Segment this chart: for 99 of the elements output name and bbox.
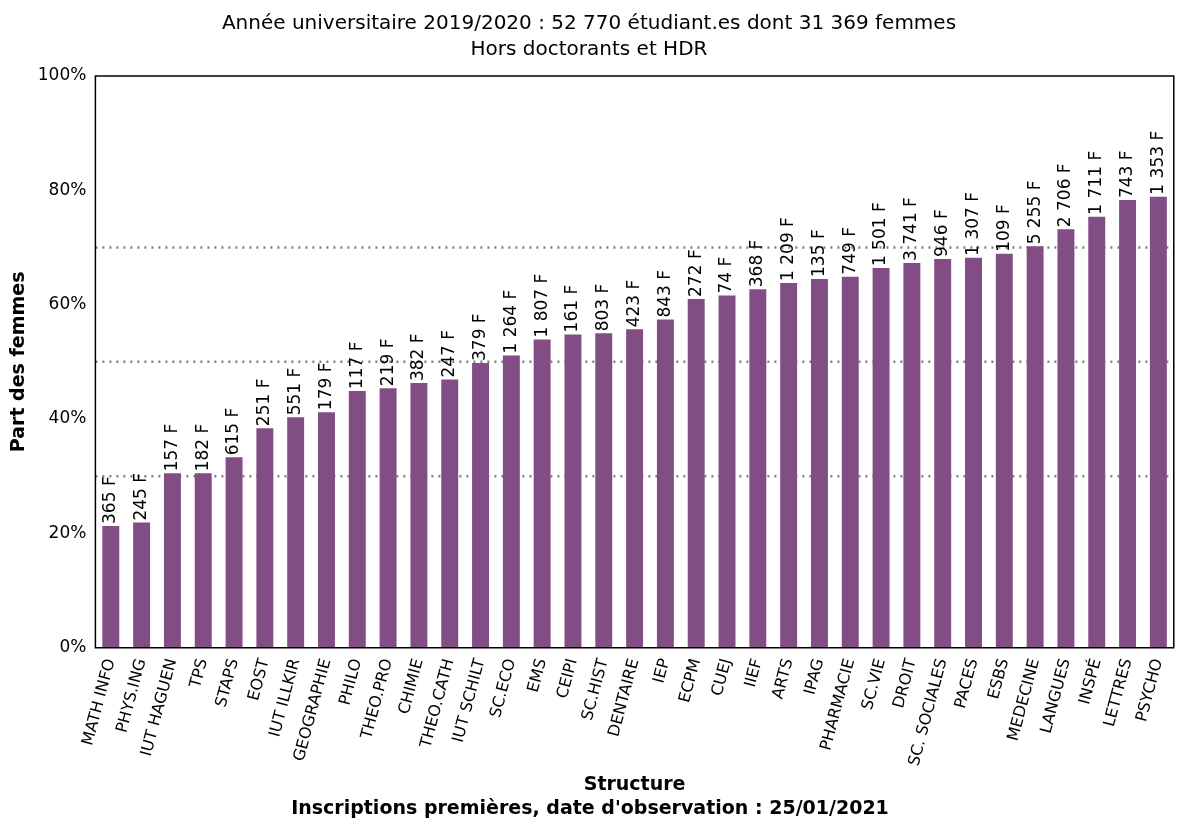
y-tick-label: 20%: [48, 521, 87, 542]
bar: [687, 298, 705, 648]
bar: [502, 355, 520, 648]
bar: [810, 278, 828, 648]
x-tick-label: EMS: [522, 656, 551, 695]
annotation: 749 F: [838, 227, 859, 275]
x-tick-label: DROIT: [888, 656, 920, 711]
bar: [379, 388, 397, 648]
bar: [472, 363, 490, 648]
annotation: 1 264 F: [499, 289, 520, 354]
bar: [718, 295, 736, 648]
annotation: 109 F: [992, 204, 1013, 252]
bar: [872, 268, 890, 648]
x-tick-label: PSYCHO: [1131, 656, 1167, 724]
bar: [287, 417, 305, 648]
x-tick-label: ESBS: [983, 656, 1013, 702]
x-tick-label: INSPÉ: [1074, 656, 1105, 707]
annotation: 117 F: [345, 341, 366, 390]
x-tick-label: IIEF: [739, 656, 766, 690]
annotation: 365 F: [99, 476, 120, 524]
annotation: 946 F: [931, 209, 952, 257]
bar: [1026, 246, 1044, 648]
annotation: 551 F: [284, 367, 305, 416]
bar: [595, 333, 613, 648]
x-tick-label: ECPM: [674, 656, 705, 705]
bar: [163, 473, 181, 648]
bar: [749, 289, 767, 648]
y-tick-label: 80%: [48, 178, 87, 199]
annotation: 179 F: [314, 362, 335, 411]
bar: [1088, 216, 1106, 648]
annotation: 1 501 F: [869, 202, 890, 267]
annotation: 1 711 F: [1085, 150, 1106, 215]
annotation: 423 F: [623, 279, 644, 328]
bar: [256, 428, 274, 648]
annotation: 1 209 F: [777, 217, 798, 281]
bar: [1119, 200, 1137, 648]
bar: [410, 383, 428, 648]
bar: [965, 257, 982, 648]
x-tick-label: CUEJ: [706, 656, 735, 698]
annotation: 379 F: [468, 313, 489, 361]
annotation: 803 F: [592, 283, 613, 332]
annotation: 3 741 F: [900, 197, 921, 261]
bar: [1057, 229, 1075, 648]
annotation: 1 807 F: [530, 273, 551, 338]
chart-title: Année universitaire 2019/2020 : 52 770 étudiant.es dont 31 369 femmes: [221, 10, 957, 35]
annotation: 1 353 F: [1146, 130, 1167, 195]
y-tick-label: 100%: [37, 64, 87, 85]
annotation: 615 F: [222, 407, 243, 456]
bar: [995, 253, 1013, 648]
x-tick-label: PHILO: [334, 656, 366, 708]
bar: [133, 522, 151, 648]
bar: [533, 339, 551, 648]
bar: [441, 379, 459, 648]
bar: [318, 412, 335, 648]
bar: [225, 457, 243, 648]
bar: [1149, 196, 1167, 648]
y-axis-title: Part des femmes: [6, 271, 29, 453]
bar: [656, 319, 674, 648]
bar: [194, 473, 212, 648]
annotation: 251 F: [253, 378, 274, 427]
annotation: 135 F: [807, 229, 828, 277]
bar: [841, 276, 859, 648]
annotation: 2 706 F: [1054, 163, 1075, 228]
y-tick-label: 0%: [59, 636, 87, 657]
x-tick-label: TPS: [184, 656, 212, 691]
x-tick-label: SC.ECO: [485, 656, 520, 720]
x-tick-label: ARTS: [767, 656, 797, 701]
x-tick-label: SC.VIE: [857, 656, 889, 712]
bar: [903, 262, 921, 648]
bar: [564, 334, 582, 648]
bar: [626, 329, 644, 648]
annotation: 843 F: [653, 269, 674, 318]
annotation: 219 F: [376, 338, 397, 387]
x-axis-title: Structure: [583, 771, 686, 794]
annotation: 182 F: [191, 423, 212, 472]
annotation: 5 255 F: [1023, 180, 1044, 245]
annotation: 245 F: [130, 472, 151, 521]
x-tick-label: EOST: [243, 656, 273, 703]
annotation: 1 307 F: [961, 191, 982, 256]
chart-subtitle: Hors doctorants et HDR: [470, 36, 708, 61]
y-tick-label: 60%: [48, 293, 87, 314]
text: Inscriptions premières, date d'observation : 25/01/2021: [290, 796, 890, 818]
bar: [102, 525, 120, 648]
annotation: 272 F: [684, 249, 705, 297]
annotation: 368 F: [746, 239, 767, 288]
annotation: 743 F: [1115, 150, 1136, 199]
bar: [934, 258, 952, 648]
bar: [348, 391, 366, 648]
x-tick-label: STAPS: [210, 656, 242, 710]
bar: [780, 282, 798, 648]
annotation: 157 F: [160, 423, 181, 472]
annotation: 247 F: [438, 329, 459, 378]
x-tick-label: PACES: [949, 656, 982, 711]
annotation: 74 F: [715, 256, 736, 294]
annotation: 161 F: [561, 284, 582, 333]
annotation: 382 F: [407, 333, 428, 382]
y-tick-label: 40%: [48, 407, 87, 428]
x-tick-label: CEIPI: [552, 656, 581, 701]
x-tick-label: IEP: [648, 656, 674, 685]
